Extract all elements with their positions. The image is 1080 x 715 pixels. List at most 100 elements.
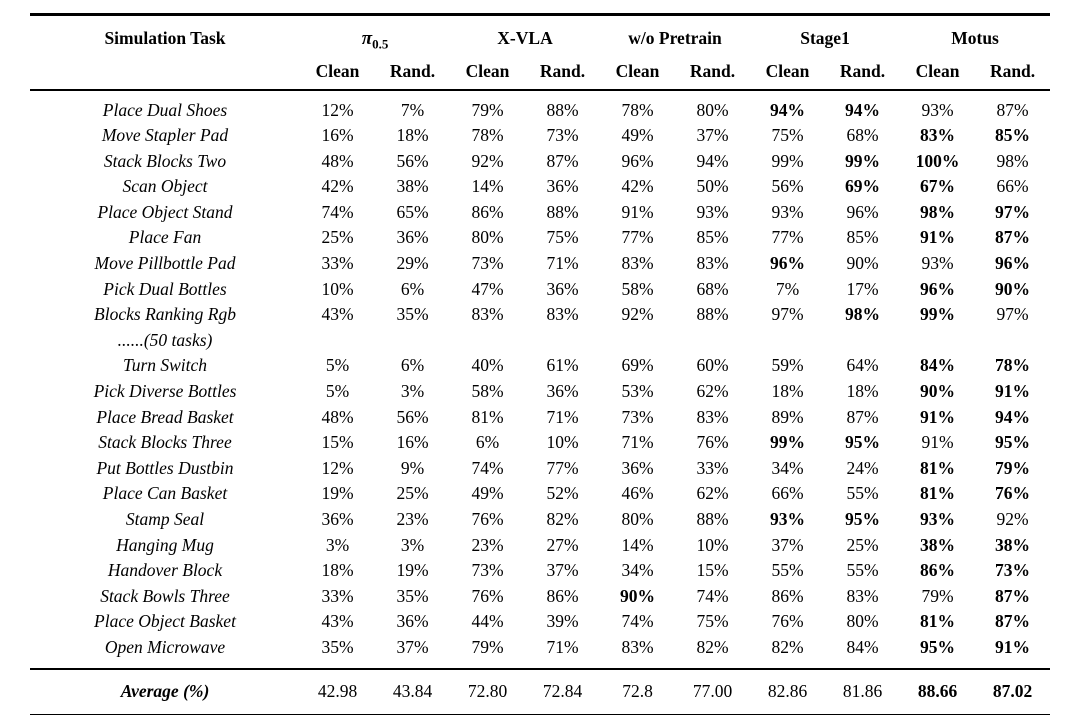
column-header-simulation-task: Simulation Task bbox=[30, 14, 300, 91]
value-cell: 87% bbox=[996, 99, 1029, 120]
average-value-cell: 82.86 bbox=[767, 680, 808, 701]
value-cell: 71% bbox=[546, 253, 579, 274]
value-cell: 61% bbox=[546, 355, 579, 376]
value-cell: 74% bbox=[696, 585, 729, 606]
value-cell: 79% bbox=[471, 99, 504, 120]
value-cell: 79% bbox=[471, 636, 504, 657]
value-cell: 56% bbox=[771, 176, 804, 197]
value-cell: 15% bbox=[696, 560, 729, 581]
value-cell: 82% bbox=[771, 636, 804, 657]
value-cell: 33% bbox=[321, 253, 354, 274]
table-row: Place Bread Basket 48% 56% 81% 71% 73% 83% 89% 8… bbox=[30, 405, 1050, 431]
value-cell: 19% bbox=[321, 483, 354, 504]
value-cell: 83% bbox=[471, 304, 504, 325]
value-cell: 76% bbox=[471, 585, 504, 606]
value-cell: 7% bbox=[400, 99, 425, 120]
value-cell: 77% bbox=[621, 227, 654, 248]
value-cell: 80% bbox=[846, 611, 879, 632]
value-cell: 66% bbox=[996, 176, 1029, 197]
value-cell: 25% bbox=[396, 483, 429, 504]
column-header-clean: Clean bbox=[450, 57, 525, 91]
value-cell: 36% bbox=[546, 278, 579, 299]
value-cell: 95% bbox=[845, 509, 881, 529]
value-cell: 7% bbox=[775, 278, 800, 299]
table-row: Move Pillbottle Pad 33% 29% 73% 71% 83% 83% 96%… bbox=[30, 251, 1050, 277]
value-cell: 90% bbox=[995, 278, 1031, 299]
value-cell: 86% bbox=[920, 560, 956, 581]
value-cell: 95% bbox=[995, 432, 1031, 453]
value-cell: 93% bbox=[921, 253, 954, 274]
table-row: Place Dual Shoes 12% 7% 79% 88% 78% 80% 94% 94% 9… bbox=[30, 90, 1050, 124]
value-cell: 62% bbox=[696, 483, 729, 504]
value-cell: 34% bbox=[771, 457, 804, 478]
table-row: Place Can Basket 19% 25% 49% 52% 46% 62% 66% 55%… bbox=[30, 481, 1050, 507]
value-cell: 86% bbox=[471, 201, 504, 222]
value-cell: 35% bbox=[396, 585, 429, 606]
value-cell: 85% bbox=[846, 227, 879, 248]
value-cell: 36% bbox=[396, 611, 429, 632]
value-cell: 59% bbox=[771, 355, 804, 376]
value-cell: 86% bbox=[546, 585, 579, 606]
column-header-clean: Clean bbox=[900, 57, 976, 91]
value-cell: 84% bbox=[846, 636, 879, 657]
column-header-rand: Rand. bbox=[375, 57, 450, 91]
value-cell: 25% bbox=[846, 534, 879, 555]
value-cell: 6% bbox=[400, 278, 425, 299]
value-cell: 73% bbox=[995, 560, 1031, 581]
value-cell: 19% bbox=[396, 560, 429, 581]
value-cell: 47% bbox=[471, 278, 504, 299]
value-cell: 74% bbox=[621, 611, 654, 632]
task-name: Move Pillbottle Pad bbox=[94, 253, 236, 274]
value-cell: 98% bbox=[920, 201, 956, 222]
table-row: Scan Object 42% 38% 14% 36% 42% 50% 56% 69% 67% 66… bbox=[30, 174, 1050, 200]
value-cell: 55% bbox=[846, 560, 879, 581]
average-row: Average (%) 42.98 43.84 72.80 72.84 72.8 77.0… bbox=[30, 668, 1051, 715]
value-cell: 81% bbox=[920, 457, 956, 478]
table-row: Handover Block 18% 19% 73% 37% 34% 15% 55% 55% 86… bbox=[30, 558, 1050, 584]
column-group-motus: Motus bbox=[951, 28, 999, 48]
pi-symbol: π bbox=[361, 28, 373, 49]
average-value-cell: 72.8 bbox=[622, 680, 653, 701]
value-cell: 46% bbox=[621, 483, 654, 504]
table-row: Open Microwave 35% 37% 79% 71% 83% 82% 82% 84% 95… bbox=[30, 635, 1050, 669]
table-row: Turn Switch 5% 6% 40% 61% 69% 60% 59% 64% 84% 78% bbox=[30, 353, 1050, 379]
value-cell: 73% bbox=[621, 406, 654, 427]
task-name: Put Bottles Dustbin bbox=[96, 457, 234, 478]
task-name: Stamp Seal bbox=[125, 509, 205, 529]
subheader-row: Clean Rand. Clean Rand. Clean Rand. Clea… bbox=[30, 57, 1051, 91]
task-name: Pick Dual Bottles bbox=[103, 278, 227, 299]
value-cell: 37% bbox=[546, 560, 579, 581]
value-cell: 58% bbox=[471, 381, 504, 402]
task-name: Place Can Basket bbox=[102, 483, 228, 504]
task-name: Stack Blocks Three bbox=[98, 432, 232, 453]
value-cell: 77% bbox=[771, 227, 804, 248]
task-name: Place Fan bbox=[128, 227, 202, 248]
value-cell: 53% bbox=[621, 381, 654, 402]
value-cell: 78% bbox=[995, 355, 1031, 376]
value-cell: 91% bbox=[995, 636, 1031, 657]
task-name: Stack Blocks Two bbox=[103, 150, 227, 171]
value-cell: 91% bbox=[921, 432, 954, 453]
value-cell: 69% bbox=[845, 176, 881, 197]
value-cell: 99% bbox=[920, 304, 956, 325]
value-cell: 83% bbox=[696, 406, 729, 427]
table-body: Place Dual Shoes 12% 7% 79% 88% 78% 80% 94% 94% 9… bbox=[30, 90, 1050, 669]
value-cell: 84% bbox=[920, 355, 956, 376]
value-cell: 18% bbox=[396, 125, 429, 146]
value-cell: 43% bbox=[321, 611, 354, 632]
value-cell: 18% bbox=[771, 381, 804, 402]
value-cell: 82% bbox=[696, 636, 729, 657]
value-cell: 97% bbox=[996, 304, 1029, 325]
value-cell: 38% bbox=[396, 176, 429, 197]
value-cell: 95% bbox=[845, 432, 881, 453]
value-cell: 25% bbox=[321, 227, 354, 248]
task-name: Blocks Ranking Rgb ......(50 tasks) bbox=[30, 302, 300, 353]
table-row: Move Stapler Pad 16% 18% 78% 73% 49% 37% 75% 68%… bbox=[30, 123, 1050, 149]
task-name: Handover Block bbox=[107, 560, 223, 581]
value-cell: 75% bbox=[696, 611, 729, 632]
task-name-subline: ......(50 tasks) bbox=[117, 329, 213, 350]
value-cell: 87% bbox=[995, 611, 1031, 632]
value-cell: 74% bbox=[321, 201, 354, 222]
value-cell: 96% bbox=[770, 253, 806, 274]
value-cell: 42% bbox=[321, 176, 354, 197]
